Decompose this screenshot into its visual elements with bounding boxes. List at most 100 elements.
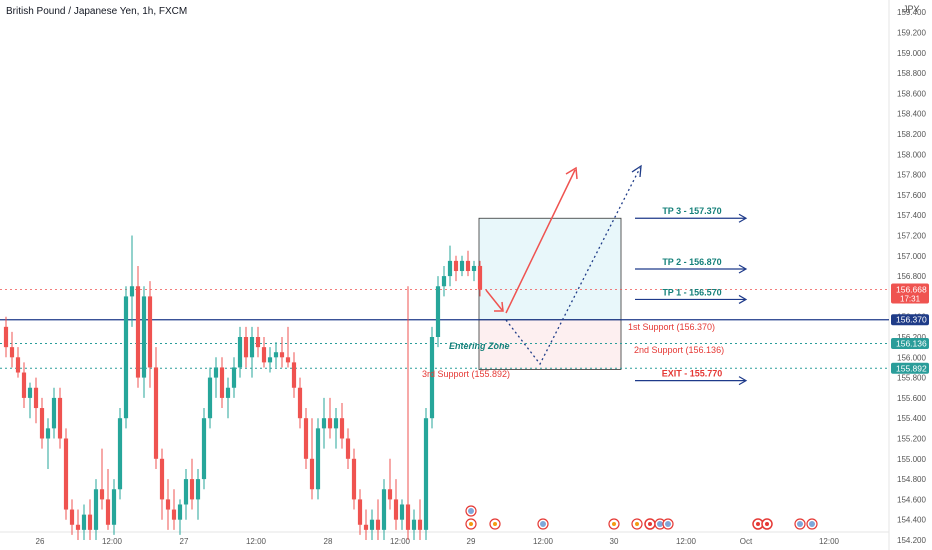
level-badge-value: 156.370 [896,315,927,325]
last-price-badge: 156.668 17:31 [891,283,929,304]
candle-body [291,362,297,388]
candle-body [345,438,351,459]
time-tick-label: 12:00 [390,537,411,546]
candle-body [141,296,147,378]
event-icon-dot [493,522,497,526]
candle-body [177,504,183,520]
price-tick-label: 158.600 [897,89,926,98]
level-badge-bg [891,314,929,326]
candle-body [3,326,9,348]
time-tick-label: 29 [467,537,476,546]
price-tick-label: 157.000 [897,252,926,261]
time-tick-label: 28 [324,537,333,546]
candle-body [147,296,153,368]
price-tick-label: 159.000 [897,49,926,58]
candle-body [21,372,27,398]
price-tick-label: 154.400 [897,516,926,525]
flag-event-icon-inner [809,521,815,527]
price-tick-label: 156.800 [897,272,926,281]
event-icon-dot [469,522,473,526]
candle-body [327,418,333,429]
candle-body [117,418,123,490]
target-arrowhead [738,213,748,223]
candle-body [237,337,243,368]
price-tick-label: 155.400 [897,414,926,423]
flag-event-icon-inner [540,521,546,527]
candle-body [315,428,321,490]
candle-body [381,489,387,530]
flag-event-icon-inner [468,508,474,514]
candle-body [441,276,447,287]
candle-body [375,519,381,530]
candle-body [195,479,201,500]
candle-body [165,499,171,510]
candle-body [255,337,261,348]
candle-body [387,489,393,500]
candle-body [429,337,435,419]
candle-body [201,418,207,480]
target-label: TP 2 - 156.870 [662,257,721,267]
price-tick-label: 154.600 [897,495,926,504]
target-label: TP 1 - 156.570 [662,287,721,297]
price-tick-label: 157.600 [897,191,926,200]
event-markers [465,505,818,530]
price-tick-label: 159.400 [897,8,926,17]
level-badges: 156.370 156.136 155.892 [891,314,929,374]
event-icon-dot [765,522,769,526]
candle-body [63,438,69,510]
currency-label: JPY [903,4,920,14]
candle-body [279,352,285,358]
candle-body [153,367,159,459]
candle-body [123,296,129,419]
candle-body [183,479,189,505]
price-tick-label: 154.200 [897,536,926,545]
entry-zone [478,319,622,370]
last-price-badge-bg [891,283,929,304]
candle-body [69,509,75,525]
candle-body [459,260,465,272]
support-3-label: 3rd Support (155.892) [422,369,510,379]
candle-body [33,387,39,409]
target-label: EXIT - 155.770 [662,369,723,379]
event-icon-dot [648,522,652,526]
price-tick-label: 156.200 [897,333,926,342]
pullback-arrow [485,289,503,311]
pullback-arrowhead [494,301,504,312]
candle-body [363,524,369,530]
price-tick-label: 156.000 [897,353,926,362]
time-tick-label: 27 [180,537,189,546]
candle-body [333,418,339,429]
symbol-title: British Pound / Japanese Yen, 1h, FXCM [6,6,187,17]
countdown-value: 17:31 [900,294,921,303]
price-tick-label: 154.800 [897,475,926,484]
candle-body [435,286,441,337]
candle-body [351,458,357,500]
candle-body [9,347,15,358]
price-tick-label: 155.600 [897,394,926,403]
price-axis-ticks: 159.400 159.200 159.000 158.800 158.600 158.4… [897,8,926,545]
price-tick-label: 157.800 [897,171,926,180]
candle-body [369,519,375,530]
candle-body [159,458,165,500]
time-tick-label: Oct [740,537,753,546]
candle-body [111,489,117,525]
candle-body [51,397,57,429]
candle-body [471,265,477,272]
support-1-label: 1st Support (156.370) [628,322,715,332]
candle-body [99,489,105,500]
last-price-value: 156.668 [896,284,927,294]
candle-body [297,387,303,419]
level-badge-value: 155.892 [896,363,927,373]
candle-body [273,352,279,358]
alternate-path-arrowhead [631,164,642,178]
price-tick-label: 158.400 [897,110,926,119]
level-badge-bg [891,337,929,349]
candle-body [405,504,411,530]
candle-body [339,418,345,439]
target-arrowhead [738,264,748,274]
flag-event-icon-inner [665,521,671,527]
level-badge-bg [891,362,929,374]
candle-body [417,519,423,530]
price-tick-label: 158.200 [897,130,926,139]
